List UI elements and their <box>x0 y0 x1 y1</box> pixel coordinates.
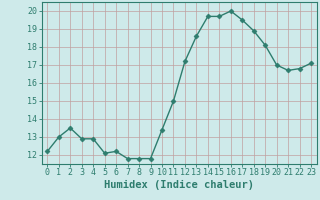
X-axis label: Humidex (Indice chaleur): Humidex (Indice chaleur) <box>104 180 254 190</box>
